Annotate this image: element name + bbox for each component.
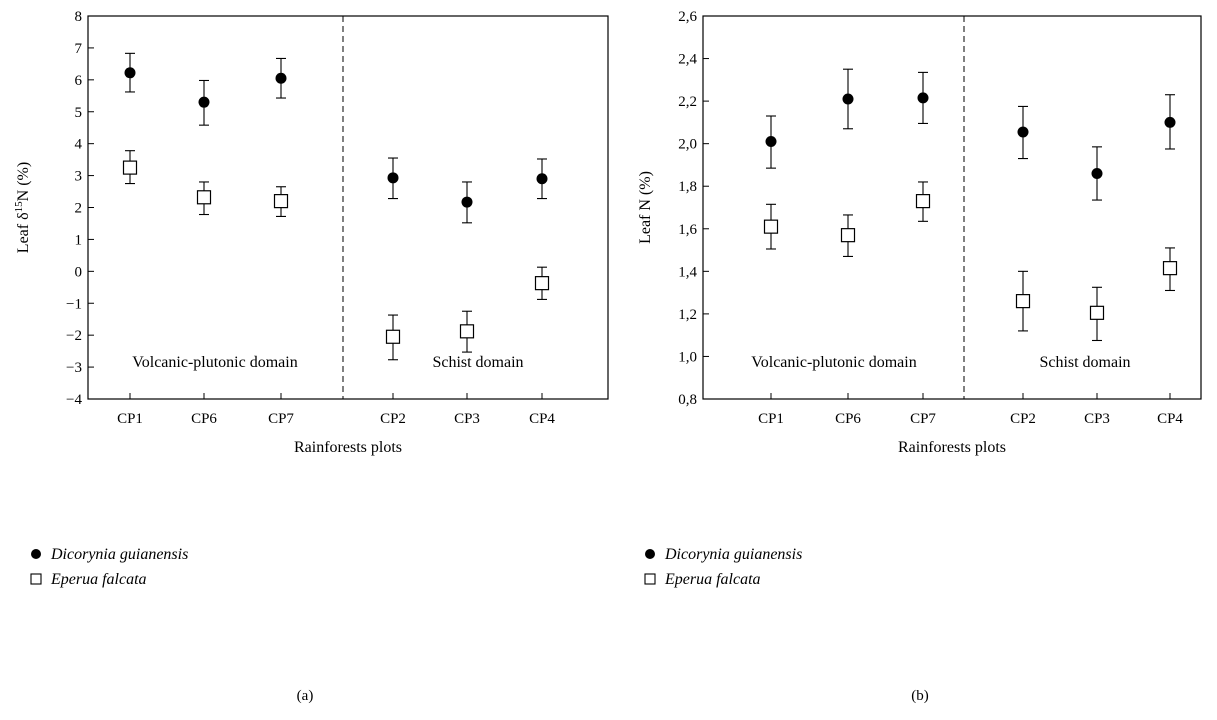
y-tick-label: 2,4 <box>678 52 697 68</box>
x-tick-label: CP7 <box>268 411 294 427</box>
data-point-dicorynia <box>1164 116 1176 128</box>
y-tick-label: 0 <box>75 264 83 280</box>
data-point-dicorynia <box>917 92 929 104</box>
data-point-eperua <box>385 329 401 344</box>
x-tick-label: CP3 <box>454 411 480 427</box>
y-tick-label: 3 <box>75 169 83 185</box>
data-point-dicorynia <box>842 93 854 105</box>
domain-label: Volcanic-plutonic domain <box>132 354 297 371</box>
x-tick-label: CP2 <box>1010 411 1036 427</box>
legend-label-eperua: Eperua falcata <box>664 571 761 588</box>
y-tick-label: 2,6 <box>678 9 697 25</box>
y-tick-label: −2 <box>66 328 82 344</box>
domain-label: Schist domain <box>1039 354 1130 371</box>
y-tick-label: 1,0 <box>678 349 697 365</box>
data-point-dicorynia <box>1091 167 1103 179</box>
legend-marker-dicorynia <box>31 549 41 559</box>
y-tick-label: 2,0 <box>678 137 697 153</box>
data-point-eperua <box>1162 261 1178 276</box>
data-point-eperua <box>459 324 475 339</box>
x-tick-label: CP6 <box>191 411 217 427</box>
data-point-dicorynia <box>536 173 548 185</box>
panel-label: (b) <box>911 688 929 704</box>
y-axis-title-unit: N (%) <box>15 162 32 202</box>
data-point-eperua <box>763 219 779 234</box>
data-point-eperua <box>915 194 931 209</box>
data-point-eperua <box>1089 305 1105 320</box>
data-point-eperua <box>1015 294 1031 309</box>
data-point-dicorynia <box>461 196 473 208</box>
y-tick-label: −4 <box>66 392 82 408</box>
y-tick-label: 4 <box>75 137 83 153</box>
y-tick-label: 6 <box>75 73 83 89</box>
legend-marker-eperua <box>644 573 656 585</box>
x-tick-label: CP3 <box>1084 411 1110 427</box>
chart-panel-b: 0,8 1,0 1,2 1,4 1,6 1,8 2,0 2,2 2,4 2,6 CP1 CP6 CP7 C… <box>637 9 1202 704</box>
y-tick-label: 2,2 <box>678 94 697 110</box>
legend-label-dicorynia: Dicorynia guianensis <box>50 546 188 563</box>
data-point-dicorynia <box>765 136 777 148</box>
domain-label: Volcanic-plutonic domain <box>751 354 916 371</box>
chart-panel-a: −4 −3 −2 −1 0 1 2 3 4 5 6 7 8 CP1 CP6 CP7 CP2 CP3 CP4 Volca… <box>13 9 609 704</box>
x-tick-label: CP4 <box>1157 411 1183 427</box>
y-axis-title-superscript: 15 <box>13 201 25 213</box>
data-point-eperua <box>840 228 856 243</box>
data-point-eperua <box>196 190 212 205</box>
y-axis-title-main: Leaf δ <box>15 212 32 253</box>
y-tick-label: 0,8 <box>678 392 697 408</box>
y-tick-label: 1,6 <box>678 222 697 238</box>
legend-label-eperua: Eperua falcata <box>50 571 147 588</box>
y-tick-label: 8 <box>75 9 83 25</box>
data-point-dicorynia <box>387 172 399 184</box>
y-axis-title-main: Leaf N (%) <box>637 171 654 244</box>
domain-label: Schist domain <box>432 354 523 371</box>
data-point-dicorynia <box>275 72 287 84</box>
y-tick-label: 1,2 <box>678 307 697 323</box>
x-tick-label: CP6 <box>835 411 861 427</box>
data-point-dicorynia <box>1017 126 1029 138</box>
x-axis-title: Rainforests plots <box>898 439 1006 456</box>
y-tick-label: −3 <box>66 360 82 376</box>
x-tick-label: CP7 <box>910 411 936 427</box>
plot-frame <box>702 15 1202 400</box>
legend-marker-eperua <box>30 573 42 585</box>
y-tick-label: 2 <box>75 201 83 217</box>
plot-frame <box>87 15 609 400</box>
x-tick-label: CP1 <box>758 411 784 427</box>
data-point-eperua <box>534 276 550 291</box>
y-tick-label: 5 <box>75 105 83 121</box>
data-point-eperua <box>122 160 138 175</box>
legend-label-dicorynia: Dicorynia guianensis <box>664 546 802 563</box>
legend-marker-dicorynia <box>645 549 655 559</box>
panel-label: (a) <box>297 688 314 704</box>
data-point-eperua <box>273 194 289 209</box>
y-tick-label: −1 <box>66 296 82 312</box>
y-tick-label: 7 <box>75 41 83 57</box>
data-point-dicorynia <box>124 67 136 79</box>
x-axis-title: Rainforests plots <box>294 439 402 456</box>
data-point-dicorynia <box>198 96 210 108</box>
x-tick-label: CP1 <box>117 411 143 427</box>
x-tick-label: CP2 <box>380 411 406 427</box>
y-tick-label: 1 <box>75 232 83 248</box>
y-axis-title: Leaf δ15N (%) <box>13 162 32 253</box>
y-tick-label: 1,8 <box>678 179 697 195</box>
x-tick-label: CP4 <box>529 411 555 427</box>
y-axis-title: Leaf N (%) <box>637 171 654 244</box>
y-tick-label: 1,4 <box>678 264 697 280</box>
